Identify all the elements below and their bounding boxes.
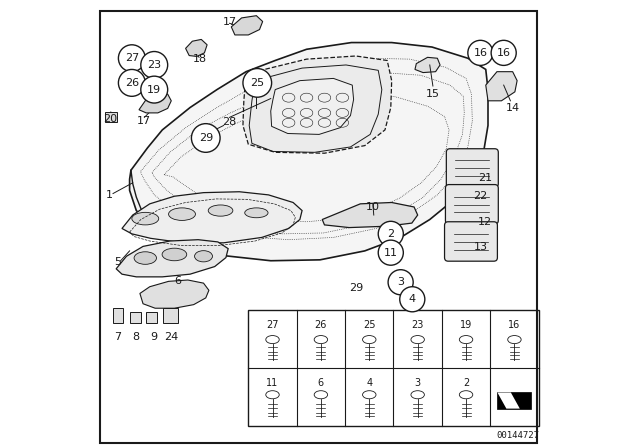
Polygon shape (271, 78, 353, 134)
Text: 24: 24 (164, 332, 179, 342)
Bar (497, 392, 531, 409)
Bar (130, 312, 141, 323)
Text: 11: 11 (384, 248, 398, 258)
Text: 29: 29 (198, 133, 213, 143)
Text: 15: 15 (426, 89, 440, 99)
Circle shape (378, 240, 403, 265)
Bar (248, 310, 539, 426)
Text: 23: 23 (412, 319, 424, 330)
Text: 26: 26 (315, 319, 327, 330)
FancyBboxPatch shape (445, 185, 499, 224)
Text: 29: 29 (349, 283, 364, 293)
Circle shape (400, 287, 425, 312)
Polygon shape (116, 240, 228, 277)
Ellipse shape (244, 208, 268, 218)
Text: 22: 22 (473, 191, 488, 201)
FancyBboxPatch shape (445, 222, 497, 261)
Text: 3: 3 (397, 277, 404, 287)
Text: 2: 2 (387, 229, 394, 239)
Text: 12: 12 (478, 217, 492, 227)
Text: 6: 6 (318, 378, 324, 388)
Text: 3: 3 (415, 378, 420, 388)
Bar (105, 112, 116, 122)
Text: 9: 9 (150, 332, 157, 342)
Polygon shape (497, 392, 520, 409)
Ellipse shape (195, 251, 212, 262)
Text: 6: 6 (174, 276, 181, 286)
Text: 19: 19 (460, 319, 472, 330)
Polygon shape (323, 202, 418, 228)
Text: 23: 23 (147, 60, 161, 70)
Circle shape (141, 52, 168, 78)
Ellipse shape (132, 212, 159, 225)
Circle shape (191, 124, 220, 152)
Circle shape (141, 76, 168, 103)
Text: 16: 16 (474, 48, 488, 58)
Polygon shape (231, 16, 262, 35)
Polygon shape (243, 56, 392, 153)
Text: 2: 2 (463, 378, 469, 388)
Bar (163, 308, 177, 323)
Bar (113, 308, 123, 323)
FancyBboxPatch shape (446, 149, 499, 187)
Text: 8: 8 (132, 332, 139, 342)
Polygon shape (415, 57, 440, 73)
Polygon shape (486, 72, 517, 101)
Text: 13: 13 (474, 242, 488, 252)
Text: 17: 17 (223, 17, 237, 26)
Circle shape (118, 69, 145, 96)
Circle shape (378, 221, 403, 246)
Text: 19: 19 (147, 85, 161, 95)
Text: 16: 16 (508, 319, 520, 330)
Text: 27: 27 (266, 319, 279, 330)
Text: 00144727: 00144727 (497, 431, 540, 440)
Circle shape (468, 40, 493, 65)
Circle shape (491, 40, 516, 65)
Polygon shape (130, 43, 488, 261)
Bar (146, 312, 157, 323)
Text: 18: 18 (193, 54, 207, 64)
Ellipse shape (208, 205, 233, 216)
Text: 7: 7 (114, 332, 121, 342)
Text: 16: 16 (497, 48, 511, 58)
Text: 27: 27 (125, 53, 139, 63)
Text: 26: 26 (125, 78, 139, 88)
Text: 17: 17 (138, 116, 152, 126)
Text: 20: 20 (103, 114, 117, 124)
Text: 4: 4 (409, 294, 416, 304)
Text: 21: 21 (478, 173, 492, 183)
Polygon shape (122, 192, 302, 243)
Text: 5: 5 (114, 257, 121, 267)
Ellipse shape (168, 208, 195, 220)
Polygon shape (140, 280, 209, 308)
Text: 25: 25 (363, 319, 376, 330)
Text: 14: 14 (506, 103, 520, 112)
Text: 25: 25 (250, 78, 264, 88)
Polygon shape (139, 93, 172, 113)
Text: 28: 28 (222, 117, 237, 127)
Text: 11: 11 (266, 378, 278, 388)
Ellipse shape (162, 248, 187, 261)
Circle shape (243, 69, 271, 97)
Circle shape (388, 270, 413, 295)
Text: 4: 4 (366, 378, 372, 388)
Polygon shape (186, 39, 207, 56)
Text: 1: 1 (106, 190, 113, 200)
Ellipse shape (134, 252, 157, 264)
Text: 10: 10 (366, 202, 380, 212)
Circle shape (118, 45, 145, 72)
